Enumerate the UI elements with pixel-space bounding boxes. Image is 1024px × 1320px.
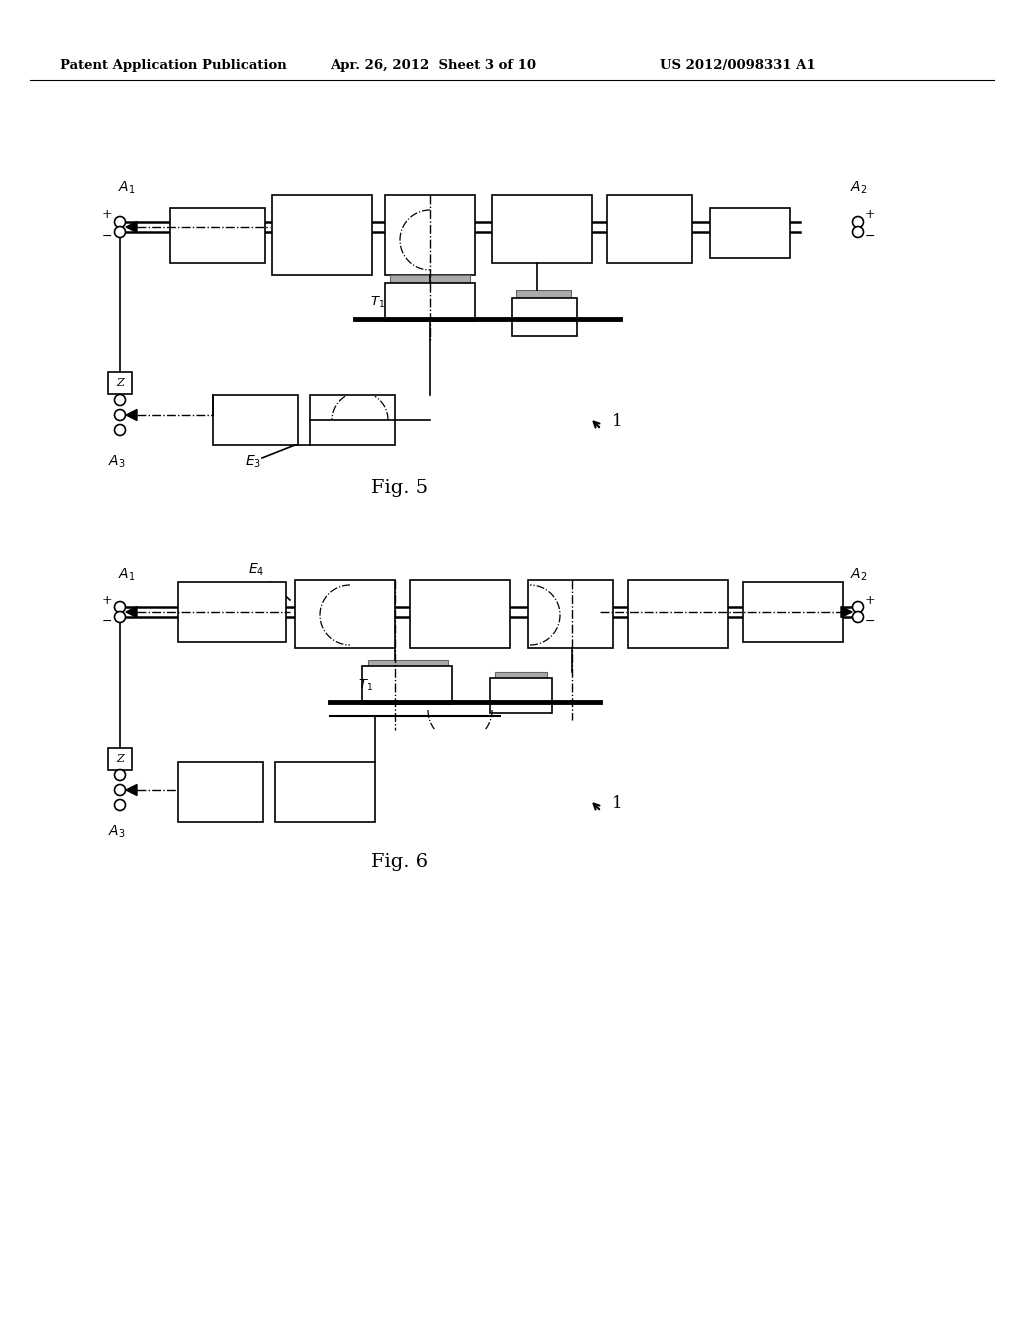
Bar [178,762,263,822]
Circle shape [853,227,863,238]
Text: $A_1$: $A_1$ [118,180,135,197]
Bar [108,748,132,770]
Text: $A_3$: $A_3$ [108,454,126,470]
Text: US 2012/0098331 A1: US 2012/0098331 A1 [660,58,816,71]
Bar [607,195,692,263]
Text: Z: Z [116,754,124,764]
Bar [490,678,552,713]
Bar [362,682,452,690]
Bar [385,282,475,321]
Bar [628,579,728,648]
Text: $A_2$: $A_2$ [850,180,867,197]
Bar [275,762,375,822]
Text: +: + [101,209,113,222]
Bar [490,680,552,690]
Bar [385,305,475,319]
Circle shape [853,611,863,623]
Bar [516,290,571,298]
Text: Apr. 26, 2012  Sheet 3 of 10: Apr. 26, 2012 Sheet 3 of 10 [330,58,536,71]
Text: 1: 1 [612,796,623,813]
Bar [410,579,510,648]
Circle shape [115,611,126,623]
Circle shape [853,216,863,227]
Bar [362,668,452,682]
Circle shape [115,409,126,421]
Text: Fig. 5: Fig. 5 [372,479,429,498]
Polygon shape [126,606,137,618]
Circle shape [115,395,126,405]
Text: +: + [864,594,876,606]
Bar [512,300,577,310]
Text: +: + [101,594,113,606]
Bar [213,395,298,445]
Text: $T_1$: $T_1$ [370,294,385,310]
Bar [362,667,452,704]
Bar [390,275,470,282]
Bar [490,696,552,705]
Circle shape [115,227,126,238]
Text: $T_1$: $T_1$ [358,677,373,693]
Text: $E_4$: $E_4$ [248,562,264,578]
Bar [385,285,475,300]
Bar [495,672,547,680]
Bar [385,300,475,308]
Bar [743,582,843,642]
Bar [528,579,613,648]
Circle shape [115,216,126,227]
Text: $-$: $-$ [101,614,113,627]
Circle shape [853,602,863,612]
Bar [368,660,449,668]
Bar [710,209,790,257]
Bar [272,195,372,275]
Text: $E_3$: $E_3$ [245,454,261,470]
Text: $A_3$: $A_3$ [108,824,126,841]
Bar [178,582,286,642]
Polygon shape [126,222,137,232]
Bar [295,579,395,648]
Circle shape [115,602,126,612]
Bar [512,298,577,337]
Circle shape [115,770,126,780]
Circle shape [115,800,126,810]
Polygon shape [841,606,852,618]
Bar [385,195,475,275]
Polygon shape [126,784,137,796]
Bar [310,395,395,445]
Bar [512,315,577,325]
Text: $A_2$: $A_2$ [850,566,867,583]
Text: $-$: $-$ [864,614,876,627]
Text: $-$: $-$ [101,228,113,242]
Polygon shape [126,409,137,421]
Text: 1: 1 [612,413,623,430]
Circle shape [115,425,126,436]
Bar [362,688,452,702]
Text: Patent Application Publication: Patent Application Publication [60,58,287,71]
Bar [108,372,132,393]
Text: +: + [864,209,876,222]
Circle shape [115,784,126,796]
Text: Z: Z [116,378,124,388]
Bar [170,209,265,263]
Text: $A_1$: $A_1$ [118,566,135,583]
Bar [492,195,592,263]
Text: $-$: $-$ [864,228,876,242]
Text: Fig. 6: Fig. 6 [372,853,429,871]
